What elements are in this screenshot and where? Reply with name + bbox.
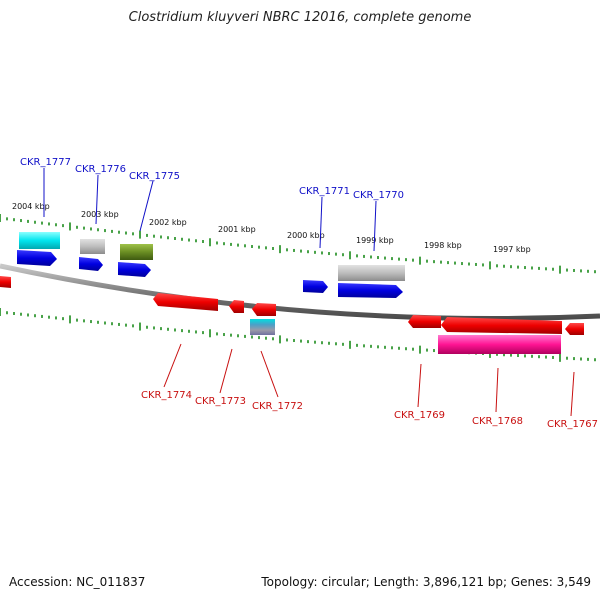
gene-label-ckr-1774[interactable]: CKR_1774 [141,390,192,401]
feature-gray[interactable] [80,239,105,254]
feature-olive[interactable] [120,244,153,260]
kbp-label: 1997 kbp [493,245,531,254]
gene-arrow-reverse[interactable] [441,317,562,334]
gene-arrow-reverse[interactable] [565,323,584,335]
gene-label-ckr-1769[interactable]: CKR_1769 [394,410,445,421]
reverse-strand-features [0,276,584,354]
gene-arrow-forward[interactable] [303,280,328,293]
gene-arrow-reverse[interactable] [0,276,11,288]
kbp-label: 2000 kbp [287,231,325,240]
label-leaders [43,168,575,417]
genome-title: Clostridium kluyveri NBRC 12016, complet… [128,10,472,25]
gene-label-ckr-1767[interactable]: CKR_1767 [547,419,598,430]
gene-arrow-reverse[interactable] [408,315,441,328]
gene-label-ckr-1768[interactable]: CKR_1768 [472,416,523,427]
gene-label-ckr-1772[interactable]: CKR_1772 [252,401,303,412]
genome-backbone [0,263,600,321]
gene-arrow-reverse[interactable] [153,293,218,311]
feature-cyan[interactable] [19,232,60,249]
gene-label-ckr-1773[interactable]: CKR_1773 [195,396,246,407]
gene-arrow-forward[interactable] [17,250,57,266]
feature-multi[interactable] [250,319,275,335]
kbp-label: 2002 kbp [149,218,187,227]
feature-gray[interactable] [338,265,405,281]
kbp-label: 1998 kbp [424,241,462,250]
feature-pink[interactable] [438,335,561,354]
gene-labels: CKR_1777 CKR_1776 CKR_1775 CKR_1771 CKR_… [20,157,598,430]
gene-label-ckr-1775[interactable]: CKR_1775 [129,171,180,182]
gene-label-ckr-1770[interactable]: CKR_1770 [353,190,404,201]
topology-text: Topology: circular; Length: 3,896,121 bp… [261,575,591,589]
gene-label-ckr-1771[interactable]: CKR_1771 [299,186,350,197]
accession-text: Accession: NC_011837 [9,575,146,589]
tick-marks [0,214,596,362]
forward-strand-features [17,232,405,298]
gene-arrow-forward[interactable] [338,283,403,298]
gene-label-ckr-1777[interactable]: CKR_1777 [20,157,71,168]
gene-arrow-reverse[interactable] [252,303,276,316]
kbp-label: 2004 kbp [12,202,50,211]
kbp-label: 2001 kbp [218,225,256,234]
gene-label-ckr-1776[interactable]: CKR_1776 [75,164,126,175]
gene-arrow-forward[interactable] [118,262,151,277]
gene-arrow-forward[interactable] [79,257,103,271]
gene-arrow-reverse[interactable] [229,300,244,313]
kbp-label: 2003 kbp [81,210,119,219]
